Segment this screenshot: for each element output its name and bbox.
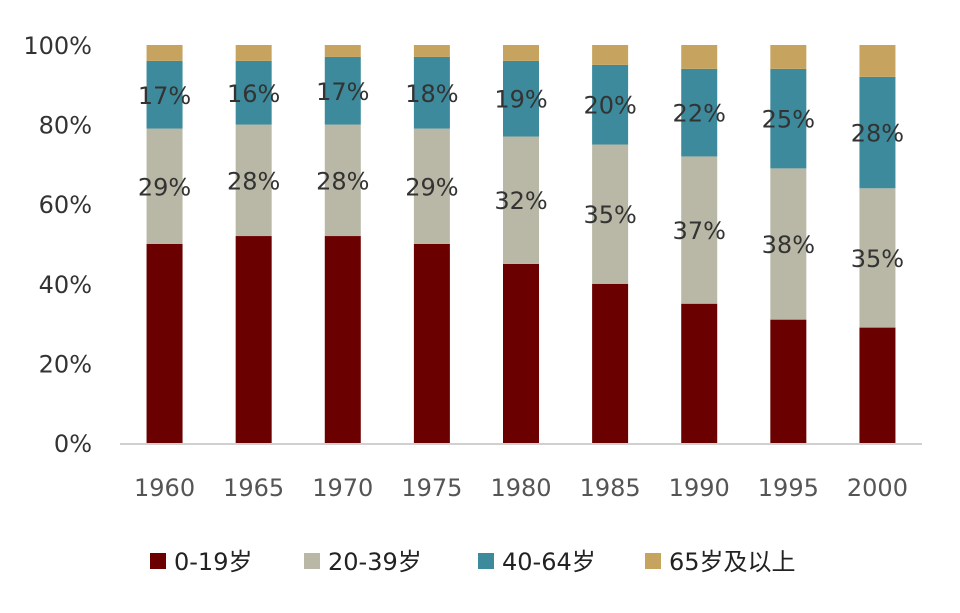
data-label: 28% xyxy=(851,120,904,148)
bar-segment xyxy=(503,45,539,61)
x-tick-label: 1960 xyxy=(134,474,195,502)
legend-swatch xyxy=(150,553,166,569)
y-tick-label: 100% xyxy=(23,32,92,60)
bar-segment xyxy=(503,136,539,264)
x-tick-label: 1990 xyxy=(669,474,730,502)
data-label: 29% xyxy=(405,173,458,201)
bar-segment xyxy=(146,45,183,61)
legend-label: 0-19岁 xyxy=(174,548,252,576)
legend-label: 40-64岁 xyxy=(502,548,596,576)
data-label: 19% xyxy=(494,86,547,114)
y-tick-label: 0% xyxy=(54,430,92,458)
bar-segment xyxy=(324,45,361,57)
x-tick-label: 2000 xyxy=(847,474,908,502)
legend-swatch xyxy=(304,553,320,569)
data-label: 32% xyxy=(494,187,547,215)
y-tick-label: 40% xyxy=(39,271,92,299)
bar-segment xyxy=(324,124,361,237)
y-tick-label: 60% xyxy=(39,191,92,219)
x-tick-label: 1965 xyxy=(223,474,284,502)
bar-segment xyxy=(235,45,272,61)
bar-segment xyxy=(413,45,450,57)
bar-segment xyxy=(235,60,272,125)
bar-segment xyxy=(770,68,807,169)
legend-label: 20-39岁 xyxy=(328,548,422,576)
bar-segment xyxy=(770,319,807,443)
x-tick-label: 1995 xyxy=(758,474,819,502)
bar-segment xyxy=(859,45,896,77)
bar-segment xyxy=(146,128,183,244)
bar-segment xyxy=(681,68,718,157)
data-label: 35% xyxy=(583,201,636,229)
y-tick-label: 20% xyxy=(39,350,92,378)
data-label: 29% xyxy=(138,173,191,201)
bar-segment xyxy=(146,60,183,129)
bar-segment xyxy=(770,168,807,320)
bar-segment xyxy=(859,327,896,443)
bar-segment xyxy=(324,236,361,443)
bar-segment xyxy=(592,64,629,145)
data-label: 28% xyxy=(316,167,369,195)
bar-segment xyxy=(681,303,718,443)
data-label: 38% xyxy=(762,231,815,259)
data-label: 18% xyxy=(405,80,458,108)
bar-segment xyxy=(413,56,450,129)
bar-segment xyxy=(681,156,718,304)
bar-segment xyxy=(859,76,896,189)
bar-segment xyxy=(413,244,450,443)
x-tick-label: 1980 xyxy=(490,474,551,502)
bar-segment xyxy=(592,45,629,65)
data-label: 20% xyxy=(583,92,636,120)
data-label: 17% xyxy=(316,78,369,106)
x-tick-label: 1975 xyxy=(401,474,462,502)
data-label: 28% xyxy=(227,167,280,195)
data-label: 22% xyxy=(673,100,726,128)
bar-segment xyxy=(770,45,807,69)
bar-segment xyxy=(413,128,450,244)
x-tick-label: 1970 xyxy=(312,474,373,502)
bar-segment xyxy=(592,283,629,443)
bar-segment xyxy=(503,263,539,443)
data-label: 37% xyxy=(673,217,726,245)
bar-segment xyxy=(859,188,896,328)
bar-segment xyxy=(146,244,183,443)
legend-swatch xyxy=(645,553,661,569)
data-label: 17% xyxy=(138,82,191,110)
x-tick-label: 1985 xyxy=(580,474,641,502)
y-tick-label: 80% xyxy=(39,112,92,140)
bar-segment xyxy=(235,124,272,237)
legend-swatch xyxy=(478,553,494,569)
bar-segment xyxy=(235,236,272,443)
data-label: 16% xyxy=(227,80,280,108)
legend-label: 65岁及以上 xyxy=(669,548,796,576)
bar-segment xyxy=(324,56,361,125)
data-label: 35% xyxy=(851,245,904,273)
bar-segment xyxy=(681,45,718,69)
bar-segment xyxy=(592,144,629,284)
data-label: 25% xyxy=(762,106,815,134)
bar-segment xyxy=(503,60,539,137)
